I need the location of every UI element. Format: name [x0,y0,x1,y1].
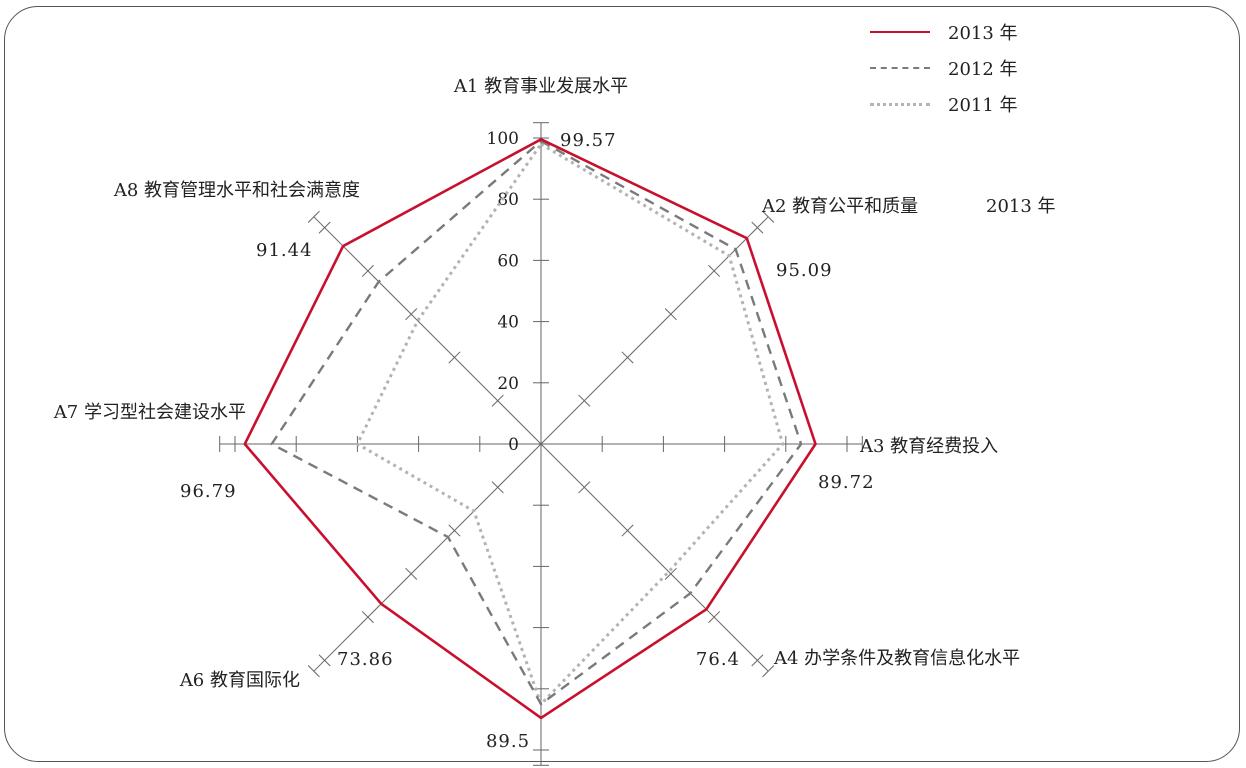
annotation-label: 2013 年 [986,196,1056,217]
legend-swatch-2011 [870,102,930,106]
axis-tick-4-2 [621,524,634,537]
radial-tick-label-80: 80 [497,190,519,210]
axis-tick-2-5 [751,221,764,234]
axis-end-tick-4 [762,665,775,678]
series-line-0 [243,137,817,720]
radial-tick-label-40: 40 [497,313,519,333]
axis-label-4: A4 办学条件及教育信息化水平 [773,648,1020,669]
axis-tick-4-3 [664,567,677,580]
series-line-2 [355,142,785,707]
radial-tick-label-0: 0 [508,435,519,455]
axis-label-6: A6 教育国际化 [179,670,300,691]
value-label-6: 73.86 [337,649,394,670]
axis-tick-6-2 [448,524,461,537]
axis-label-3: A3 教育经费投入 [859,436,998,457]
value-label-3: 89.72 [818,472,875,493]
axis-tick-8-1 [491,394,504,407]
axis-tick-8-2 [448,351,461,364]
axis-label-1: A1 教育事业发展水平 [453,76,628,97]
axis-tick-6-5 [318,654,331,667]
axis-end-tick-6 [307,665,320,678]
value-label-4: 76.4 [696,649,740,670]
radial-tick-label-60: 60 [497,251,519,271]
axis-line-4 [540,443,769,672]
axis-tick-4-5 [751,654,764,667]
axis-tick-2-3 [664,308,677,321]
chart-frame [4,6,1240,762]
axis-end-tick-2 [762,210,775,223]
axis-tick-8-4 [361,264,374,277]
radial-tick-label-100: 100 [487,129,519,149]
axis-line-8 [313,216,542,445]
axis-tick-2-1 [578,394,591,407]
legend-item-2012: 2012 年 [870,50,1070,86]
radial-tick-label-20: 20 [497,374,519,394]
axis-label-2: A2 教育公平和质量 [761,196,918,217]
legend-item-2013: 2013 年 [870,14,1070,50]
value-label-2: 95.09 [776,260,833,281]
axis-tick-8-3 [405,308,418,321]
value-label-8: 91.44 [256,240,313,261]
legend-label-2013: 2013 年 [948,23,1018,44]
legend: 2013 年 2012 年 2011 年 [870,14,1070,122]
legend-swatch-2012 [870,67,930,69]
axis-line-2 [540,216,769,445]
axis-tick-6-3 [405,567,418,580]
series-line-1 [269,139,803,706]
value-label-5: 89.5 [486,731,530,752]
legend-item-2011: 2011 年 [870,86,1070,122]
axis-end-tick-8 [307,210,320,223]
axis-tick-4-1 [578,481,591,494]
axis-line-6 [313,443,542,672]
axis-tick-2-4 [708,264,721,277]
axis-tick-6-4 [361,611,374,624]
value-label-7: 96.79 [180,481,237,502]
axis-label-7: A7 学习型社会建设水平 [53,402,246,423]
axis-tick-8-5 [318,221,331,234]
axis-tick-6-1 [491,481,504,494]
axis-label-8: A8 教育管理水平和社会满意度 [113,180,360,201]
value-label-1: 99.57 [560,130,617,151]
axis-tick-4-4 [708,611,721,624]
legend-swatch-2013 [870,31,930,33]
legend-label-2012: 2012 年 [948,59,1018,80]
legend-label-2011: 2011 年 [948,95,1018,116]
axis-tick-2-2 [621,351,634,364]
